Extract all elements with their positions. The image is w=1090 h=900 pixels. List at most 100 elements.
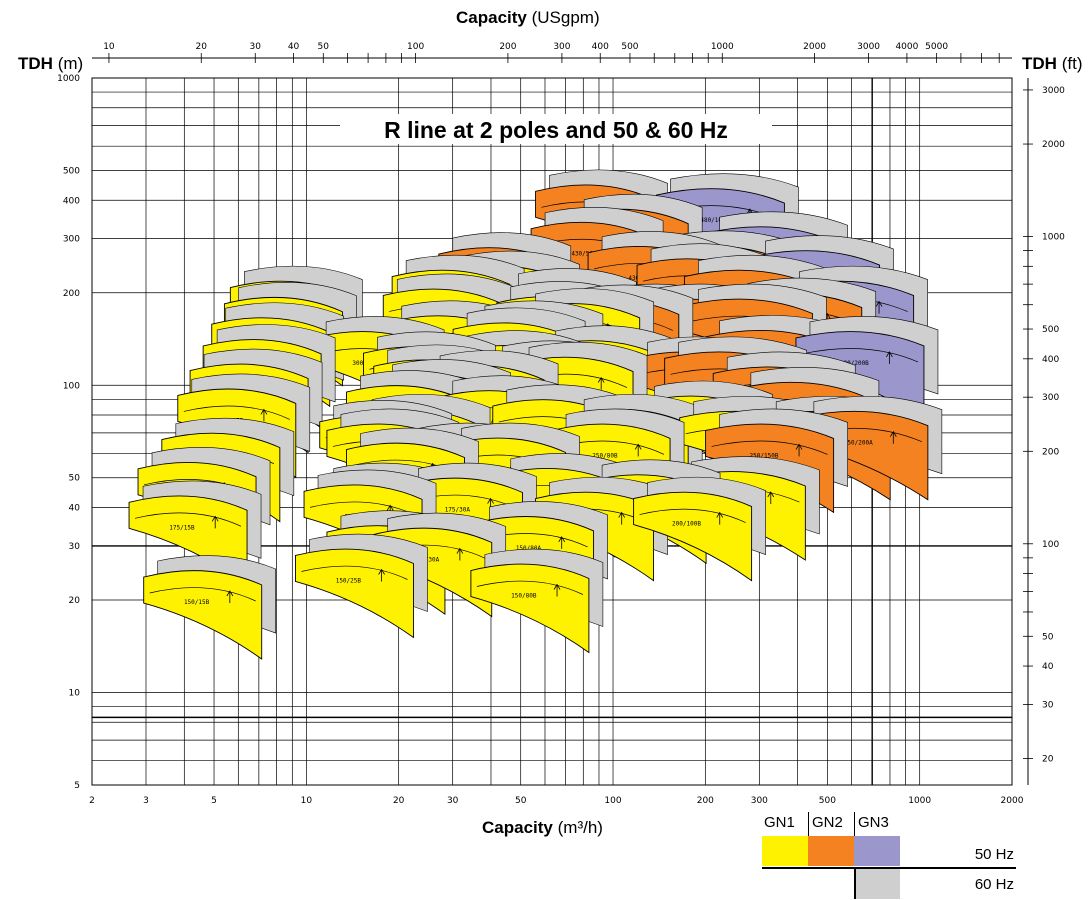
pump-label: 250/80B: [592, 452, 618, 459]
pump-label: 175/30A: [445, 507, 471, 514]
legend-gn3-label: GN3: [858, 814, 889, 831]
top-x-tick-label: 5000: [925, 42, 948, 52]
top-x-tick-label: 100: [407, 42, 424, 52]
pump-label: 480/100A: [700, 217, 729, 224]
right-y-tick-label: 100: [1042, 540, 1059, 550]
legend-60hz-label: 60 Hz: [974, 876, 1014, 893]
right-y-axis-unit: (ft): [1061, 54, 1083, 73]
right-y-tick-label: 3000: [1042, 86, 1065, 96]
top-x-tick-label: 40: [288, 42, 300, 52]
left-y-tick-label: 300: [63, 235, 80, 245]
pump-bep-arrow: [211, 515, 219, 529]
bottom-x-tick-label: 2: [89, 796, 95, 806]
pump-label: 200/100B: [672, 521, 701, 528]
legend-separator: [762, 867, 1016, 869]
pump-bep-arrow: [618, 511, 626, 525]
right-y-tick-label: 2000: [1042, 140, 1065, 150]
bottom-x-axis-label: Capacity: [482, 818, 553, 837]
pump-impeller-curve: [476, 580, 584, 595]
top-x-tick-label: 400: [592, 42, 609, 52]
legend-divider-2: [854, 812, 855, 836]
pump-label: 430/50A: [571, 251, 597, 258]
pump-label: 150/80B: [511, 593, 537, 600]
bottom-x-tick-label: 5: [211, 796, 217, 806]
bottom-x-tick-label: 2000: [1001, 796, 1024, 806]
right-y-tick-label: 40: [1042, 662, 1054, 672]
pump-impeller-curve: [149, 587, 256, 602]
bottom-x-axis-unit: (m³/h): [557, 818, 603, 837]
top-x-tick-label: 300: [553, 42, 570, 52]
pump-region-150/15B: 150/15B: [143, 555, 276, 660]
top-x-axis-title: Capacity (USgpm): [456, 8, 600, 28]
bottom-x-axis-title: Capacity (m³/h): [482, 818, 603, 838]
pump-bep-arrow: [226, 590, 234, 604]
top-x-tick-label: 500: [621, 42, 638, 52]
top-x-tick-label: 20: [196, 42, 208, 52]
pump-impeller-curve: [183, 405, 290, 420]
pump-label: 150/25B: [336, 577, 362, 584]
legend-gn1-swatch: [762, 836, 808, 866]
pump-region-150/25B: 150/25B: [295, 533, 428, 639]
right-y-tick-label: 500: [1042, 325, 1059, 335]
legend-divider-1: [808, 812, 809, 836]
left-y-axis-unit-text: m: [63, 54, 78, 73]
bottom-x-tick-label: 100: [604, 796, 621, 806]
right-y-tick-label: 50: [1042, 632, 1054, 642]
pump-bep-arrow: [378, 568, 385, 582]
right-y-axis-unit-text: ft: [1067, 54, 1077, 73]
bottom-x-tick-label: 30: [447, 796, 459, 806]
right-y-ticks: 20 30 40 50 100 200 300 400 500 1000 2000 3000: [1023, 86, 1065, 765]
chart-title-group: R line at 2 poles and 50 & 60 Hz: [340, 114, 772, 144]
legend: GN1 GN2 GN3 50 Hz 60 Hz: [762, 812, 1022, 900]
right-y-tick-label: 1000: [1042, 233, 1065, 243]
left-y-tick-label: 20: [69, 596, 81, 606]
top-x-axis-label: Capacity: [456, 8, 527, 27]
legend-60hz-divider: [854, 869, 856, 899]
top-x-tick-label: 1000: [711, 42, 734, 52]
bottom-x-tick-label: 300: [751, 796, 768, 806]
top-x-tick-label: 200: [499, 42, 516, 52]
pump-bep-arrow: [889, 430, 897, 444]
top-x-tick-label: 4000: [895, 42, 918, 52]
right-y-tick-label: 300: [1042, 393, 1059, 403]
left-y-tick-label: 30: [69, 542, 81, 552]
legend-gn2-label: GN2: [812, 814, 843, 831]
bottom-x-tick-label: 500: [819, 796, 836, 806]
pump-bep-arrow: [875, 300, 883, 314]
legend-gn1-label: GN1: [764, 814, 795, 831]
bottom-x-axis-unit-text: m³/h: [563, 818, 598, 837]
left-y-tick-label: 200: [63, 289, 80, 299]
legend-gn3-swatch: [854, 836, 900, 866]
top-x-ticks: 10 20 30 40 50 100 200 300 400 500 1000 2000 3000 400…: [103, 42, 1000, 63]
chart-title-background: [340, 114, 772, 144]
pump-label: 250/150B: [750, 452, 779, 459]
pump-bep-arrow: [260, 408, 268, 422]
pump-impeller-curve: [301, 565, 408, 580]
pump-impeller-curve: [134, 512, 242, 527]
bottom-x-ticks: 2 3 5 10 20 30 50 100 200 300 500 1000 2000: [89, 796, 1024, 806]
pump-label: 150/80A: [516, 545, 542, 552]
right-y-tick-label: 20: [1042, 755, 1054, 765]
pump-impeller-curve: [801, 348, 919, 363]
pump-label: 380/200B: [840, 360, 869, 367]
left-y-tick-label: 1000: [57, 74, 80, 84]
bottom-x-tick-label: 3: [143, 796, 149, 806]
left-y-axis-title: TDH (m): [18, 54, 83, 74]
bottom-x-tick-label: 1000: [908, 796, 931, 806]
left-y-tick-label: 5: [74, 781, 80, 791]
pump-label: 175/15B: [169, 524, 195, 531]
pump-regions: 480/50A480/100A480/80B430/50A430/150B430…: [128, 169, 943, 660]
top-x-tick-label: 30: [250, 42, 262, 52]
left-y-tick-label: 400: [63, 196, 80, 206]
right-y-tick-label: 200: [1042, 447, 1059, 457]
pump-region-150/80B: 150/80B: [470, 548, 604, 654]
top-x-tick-label: 50: [318, 42, 330, 52]
pump-bep-arrow: [634, 443, 642, 457]
left-y-axis-label: TDH: [18, 54, 53, 73]
left-y-tick-label: 500: [63, 166, 80, 176]
chart-title: R line at 2 poles and 50 & 60 Hz: [384, 117, 728, 143]
top-x-tick-label: 10: [103, 42, 115, 52]
top-x-tick-label: 2000: [803, 42, 826, 52]
pump-bep-arrow: [558, 536, 566, 549]
